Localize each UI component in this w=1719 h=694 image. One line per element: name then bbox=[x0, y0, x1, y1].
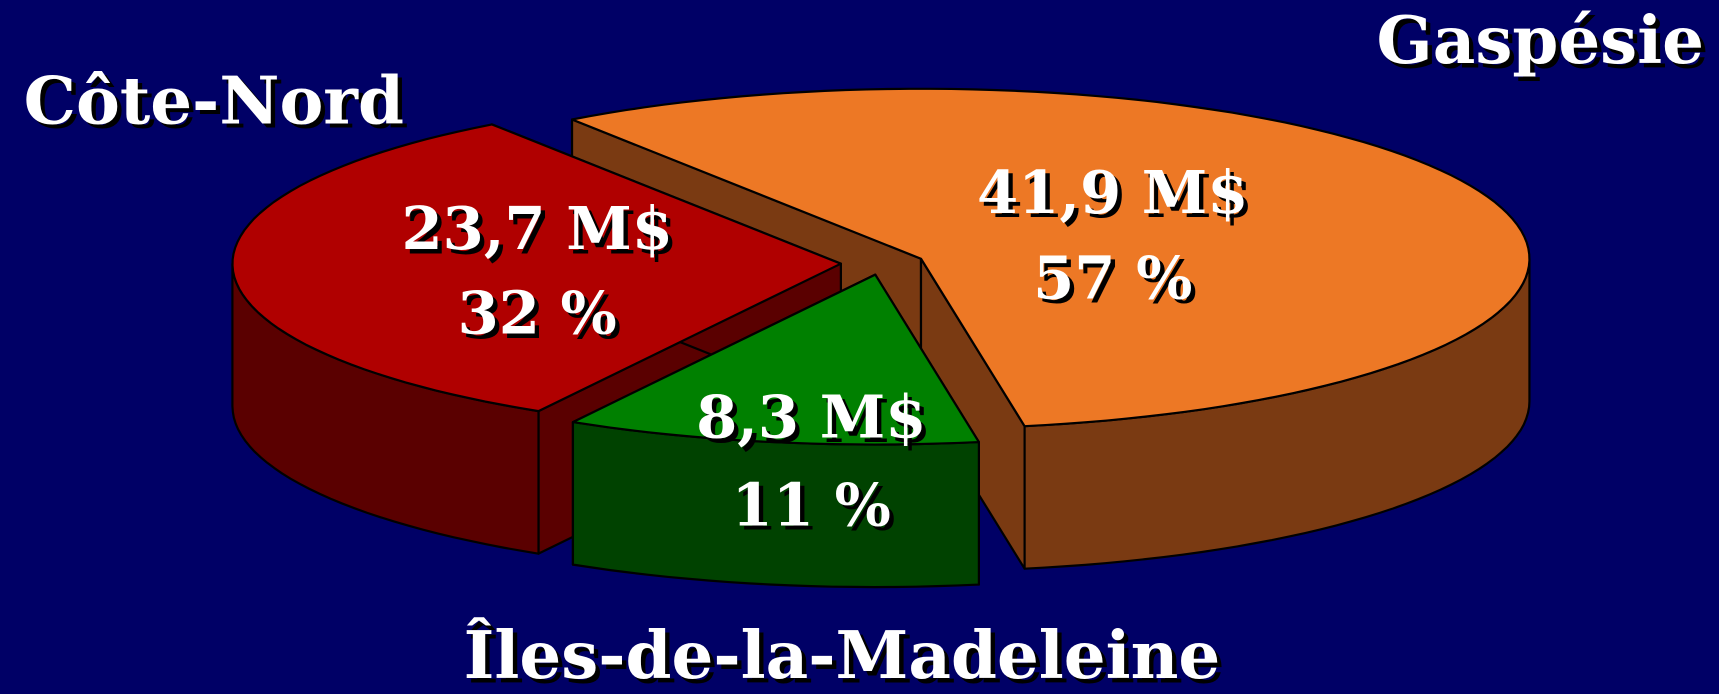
pie-tops bbox=[231, 87, 1531, 446]
slice bbox=[570, 87, 1531, 428]
category-label-shadow: Gaspésie bbox=[1381, 5, 1708, 83]
category-label: Côte-Nord bbox=[24, 61, 404, 139]
amount-label: 41,9 M$ bbox=[977, 157, 1248, 227]
amount-label: 8,3 M$ bbox=[696, 382, 926, 452]
value-label: 32 % bbox=[458, 277, 617, 347]
value-label: 11 % bbox=[732, 469, 891, 539]
value-label: 57 % bbox=[1033, 242, 1192, 312]
category-label: Gaspésie bbox=[1377, 1, 1704, 79]
amount-label-shadow: 8,3 M$ bbox=[701, 386, 931, 456]
amount-label-shadow: 23,7 M$ bbox=[406, 197, 677, 267]
value-label-shadow: 11 % bbox=[736, 474, 895, 544]
category-label: Îles-de-la-Madeleine bbox=[464, 616, 1221, 694]
amount-label: 23,7 M$ bbox=[401, 193, 672, 263]
value-label-shadow: 32 % bbox=[462, 282, 621, 352]
value-label-shadow: 57 % bbox=[1038, 247, 1197, 317]
slice bbox=[231, 123, 842, 413]
slice bbox=[571, 273, 980, 446]
category-label-shadow: Côte-Nord bbox=[28, 66, 408, 144]
category-label-shadow: Îles-de-la-Madeleine bbox=[468, 620, 1225, 694]
amount-label-shadow: 41,9 M$ bbox=[981, 161, 1252, 231]
